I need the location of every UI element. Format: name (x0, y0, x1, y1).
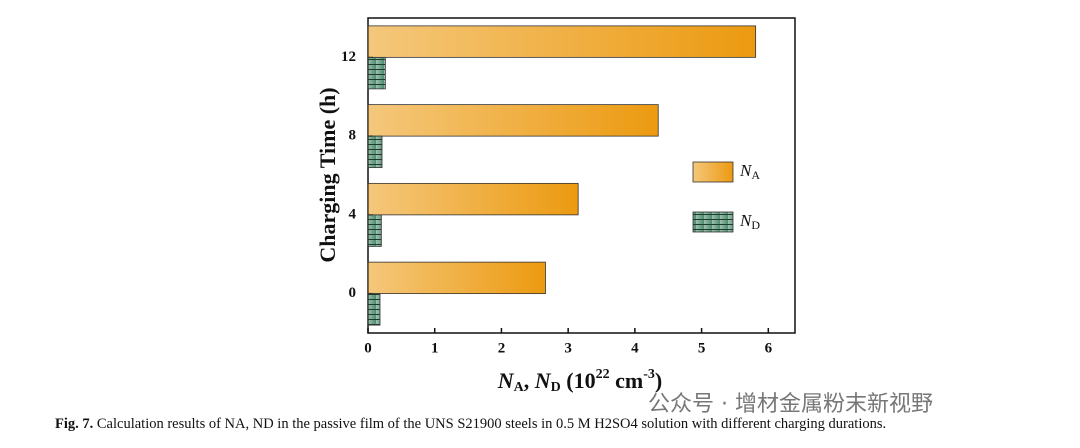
bar (367, 135, 383, 169)
bar (367, 293, 381, 326)
x-label-part: (10 (561, 368, 596, 393)
x-label-part: N (534, 368, 552, 393)
y-tick-label: 4 (349, 206, 357, 222)
x-label-part: cm (610, 368, 644, 393)
x-tick-label: 0 (364, 340, 372, 356)
x-label-part: -3 (643, 367, 655, 382)
x-tick-label: 2 (498, 340, 506, 356)
y-tick-label: 0 (349, 285, 357, 301)
bar (367, 214, 382, 247)
x-tick-label: 6 (765, 340, 773, 356)
plot-frame (367, 17, 796, 334)
legend-label: ND (739, 211, 760, 232)
x-tick-label: 4 (631, 340, 639, 356)
caption: Fig. 7. Calculation results of NA, ND in… (55, 416, 886, 432)
caption-text: Calculation results of NA, ND in the pas… (97, 416, 886, 432)
bar (367, 56, 386, 90)
x-label-part: A (514, 380, 525, 395)
x-label-part: ) (655, 368, 662, 393)
x-label-part: N (497, 368, 515, 393)
x-label-part: , (524, 368, 535, 393)
x-axis-label: NA, ND (1022 cm-3) (497, 367, 662, 395)
x-tick-label: 5 (698, 340, 706, 356)
x-tick-label: 3 (564, 340, 572, 356)
x-label-part: 22 (596, 367, 610, 382)
y-axis-label: Charging Time (h) (315, 87, 340, 262)
bar (367, 182, 579, 216)
y-tick-label: 8 (349, 128, 357, 144)
bar (367, 261, 546, 295)
legend-swatch (692, 211, 734, 233)
x-label-part: D (551, 380, 561, 395)
caption-figure: Fig. 7. (55, 416, 93, 432)
legend-swatch (692, 161, 734, 183)
bar (367, 104, 659, 137)
watermark: 公众号 · 增材金属粉末新视野 (648, 392, 933, 417)
legend-label: NA (739, 161, 760, 182)
y-tick-label: 12 (341, 49, 356, 65)
bar (367, 25, 757, 58)
x-tick-label: 1 (431, 340, 439, 356)
